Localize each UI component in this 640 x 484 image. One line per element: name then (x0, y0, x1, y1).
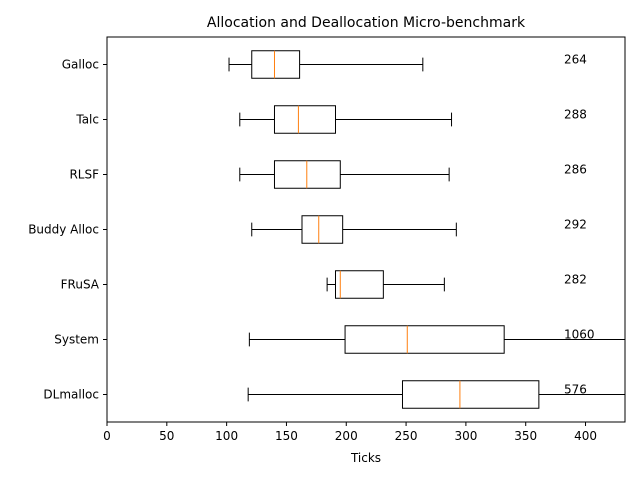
x-tick-label: 100 (215, 429, 238, 443)
box (273, 105, 336, 134)
y-tick-label: RLSF (69, 168, 99, 182)
y-tick-label: System (54, 333, 99, 347)
x-tick-label: 300 (454, 429, 477, 443)
annotation: 264 (564, 53, 587, 67)
chart-title: Allocation and Deallocation Micro-benchm… (207, 15, 526, 31)
x-tick-label: 0 (103, 429, 111, 443)
plot-area (228, 50, 625, 409)
x-tick-label: 50 (159, 429, 174, 443)
box (251, 50, 301, 79)
x-tick-label: 350 (514, 429, 537, 443)
y-tick-label: FRuSA (61, 278, 100, 292)
y-tick-label: Galloc (62, 58, 99, 72)
annotation: 576 (564, 383, 587, 397)
annotation: 286 (564, 163, 587, 177)
y-tick-label: DLmalloc (43, 388, 99, 402)
box (301, 215, 344, 244)
y-tick-label: Talc (75, 113, 99, 127)
x-tick-label: 200 (335, 429, 358, 443)
annotation: 282 (564, 273, 587, 287)
box (334, 270, 384, 299)
box (273, 160, 341, 189)
annotation: 292 (564, 218, 587, 232)
x-tick-label: 150 (275, 429, 298, 443)
box (344, 325, 505, 354)
annotation: 1060 (564, 328, 595, 342)
annotation: 288 (564, 108, 587, 122)
y-tick-label: Buddy Alloc (28, 223, 99, 237)
x-tick-label: 400 (574, 429, 597, 443)
x-tick-label: 250 (395, 429, 418, 443)
x-axis-label: Ticks (350, 451, 381, 465)
box (401, 380, 540, 409)
